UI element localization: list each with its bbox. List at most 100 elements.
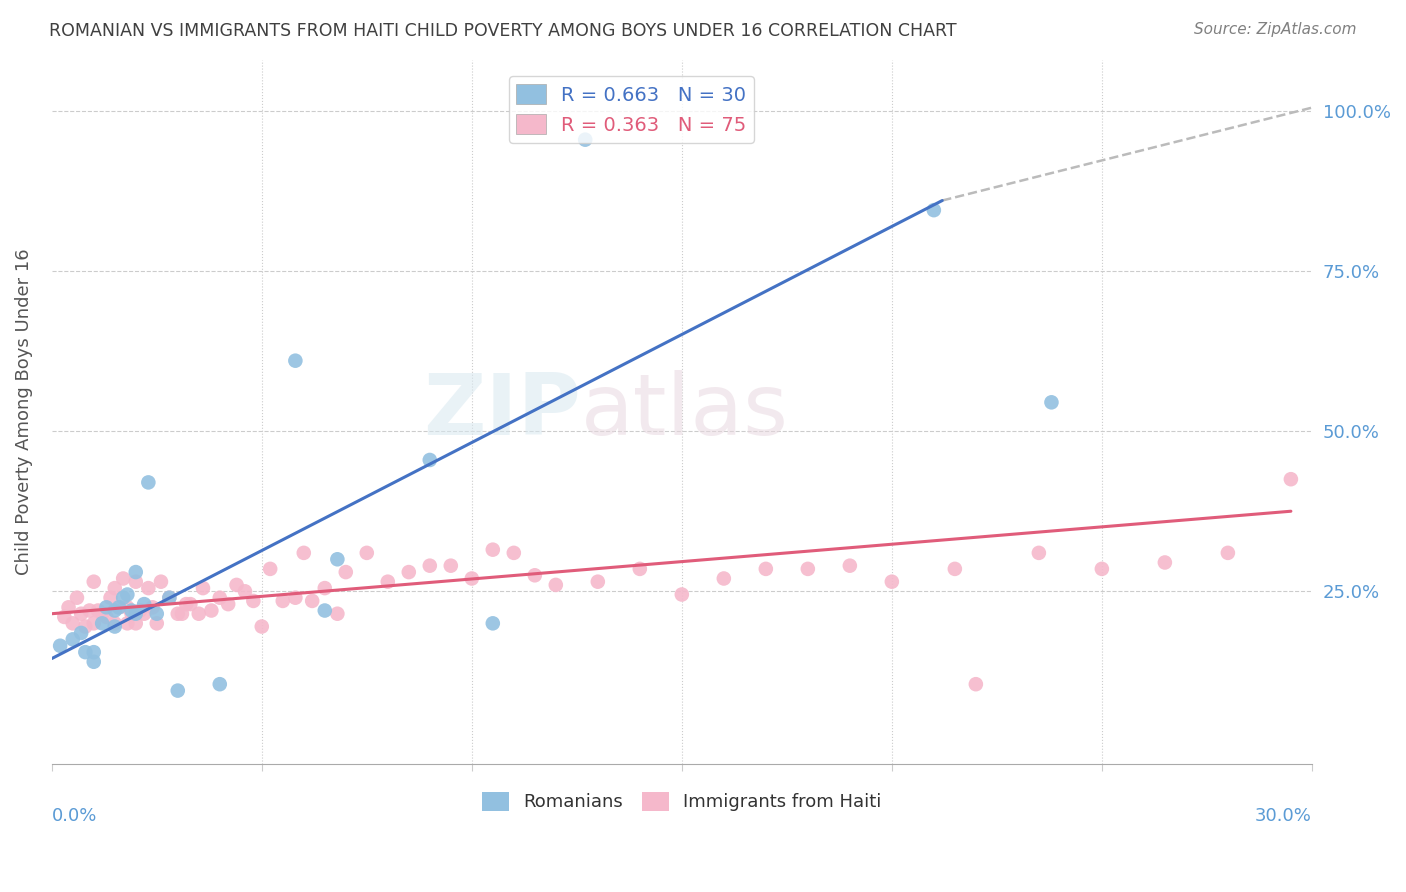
Point — [671, 587, 693, 601]
Point — [187, 607, 209, 621]
Point — [125, 565, 148, 579]
Point — [83, 616, 105, 631]
Point — [284, 591, 307, 605]
Point — [129, 603, 152, 617]
Point — [117, 616, 139, 631]
Point — [157, 591, 180, 605]
Point — [134, 607, 156, 621]
Point — [121, 603, 143, 617]
Point — [838, 558, 860, 573]
Point — [75, 619, 97, 633]
Legend: Romanians, Immigrants from Haiti: Romanians, Immigrants from Haiti — [475, 785, 889, 819]
Point — [87, 603, 110, 617]
Point — [225, 578, 247, 592]
Point — [58, 600, 80, 615]
Point — [292, 546, 315, 560]
Point — [419, 453, 441, 467]
Point — [419, 558, 441, 573]
Point — [217, 597, 239, 611]
Point — [713, 572, 735, 586]
Point — [1279, 472, 1302, 486]
Point — [62, 632, 84, 647]
Point — [179, 597, 201, 611]
Point — [166, 607, 188, 621]
Text: ZIP: ZIP — [423, 370, 581, 453]
Point — [125, 574, 148, 589]
Point — [191, 581, 214, 595]
Point — [502, 546, 524, 560]
Point — [284, 353, 307, 368]
Point — [104, 603, 127, 617]
Point — [326, 552, 349, 566]
Point — [149, 574, 172, 589]
Point — [70, 626, 93, 640]
Point — [301, 594, 323, 608]
Point — [755, 562, 778, 576]
Point — [481, 616, 503, 631]
Point — [121, 607, 143, 621]
Point — [628, 562, 651, 576]
Point — [134, 597, 156, 611]
Point — [145, 616, 167, 631]
Text: atlas: atlas — [581, 370, 789, 453]
Point — [574, 133, 596, 147]
Point — [112, 591, 135, 605]
Point — [96, 600, 118, 615]
Point — [242, 594, 264, 608]
Point — [66, 591, 89, 605]
Point — [79, 603, 101, 617]
Point — [943, 562, 966, 576]
Point — [208, 677, 231, 691]
Point — [250, 619, 273, 633]
Point — [96, 610, 118, 624]
Point — [233, 584, 256, 599]
Point — [125, 616, 148, 631]
Point — [314, 603, 336, 617]
Point — [83, 645, 105, 659]
Point — [83, 574, 105, 589]
Point — [104, 616, 127, 631]
Point — [259, 562, 281, 576]
Point — [166, 683, 188, 698]
Point — [145, 607, 167, 621]
Point — [91, 616, 114, 631]
Point — [398, 565, 420, 579]
Point — [104, 581, 127, 595]
Point — [377, 574, 399, 589]
Point — [1091, 562, 1114, 576]
Point — [117, 587, 139, 601]
Point — [1028, 546, 1050, 560]
Point — [62, 616, 84, 631]
Point — [523, 568, 546, 582]
Point — [544, 578, 567, 592]
Point — [108, 600, 131, 615]
Point — [461, 572, 484, 586]
Point — [335, 565, 357, 579]
Point — [117, 600, 139, 615]
Text: 0.0%: 0.0% — [52, 806, 97, 824]
Point — [125, 607, 148, 621]
Point — [112, 572, 135, 586]
Point — [356, 546, 378, 560]
Point — [797, 562, 820, 576]
Point — [440, 558, 463, 573]
Point — [142, 600, 165, 615]
Point — [49, 639, 72, 653]
Point — [1040, 395, 1063, 409]
Text: Source: ZipAtlas.com: Source: ZipAtlas.com — [1194, 22, 1357, 37]
Point — [965, 677, 987, 691]
Point — [138, 581, 160, 595]
Y-axis label: Child Poverty Among Boys Under 16: Child Poverty Among Boys Under 16 — [15, 249, 32, 575]
Point — [200, 603, 222, 617]
Point — [53, 610, 76, 624]
Point — [157, 591, 180, 605]
Point — [100, 591, 122, 605]
Point — [170, 607, 193, 621]
Point — [1216, 546, 1239, 560]
Point — [91, 607, 114, 621]
Point — [174, 597, 197, 611]
Point — [108, 600, 131, 615]
Point — [138, 475, 160, 490]
Point — [586, 574, 609, 589]
Point — [481, 542, 503, 557]
